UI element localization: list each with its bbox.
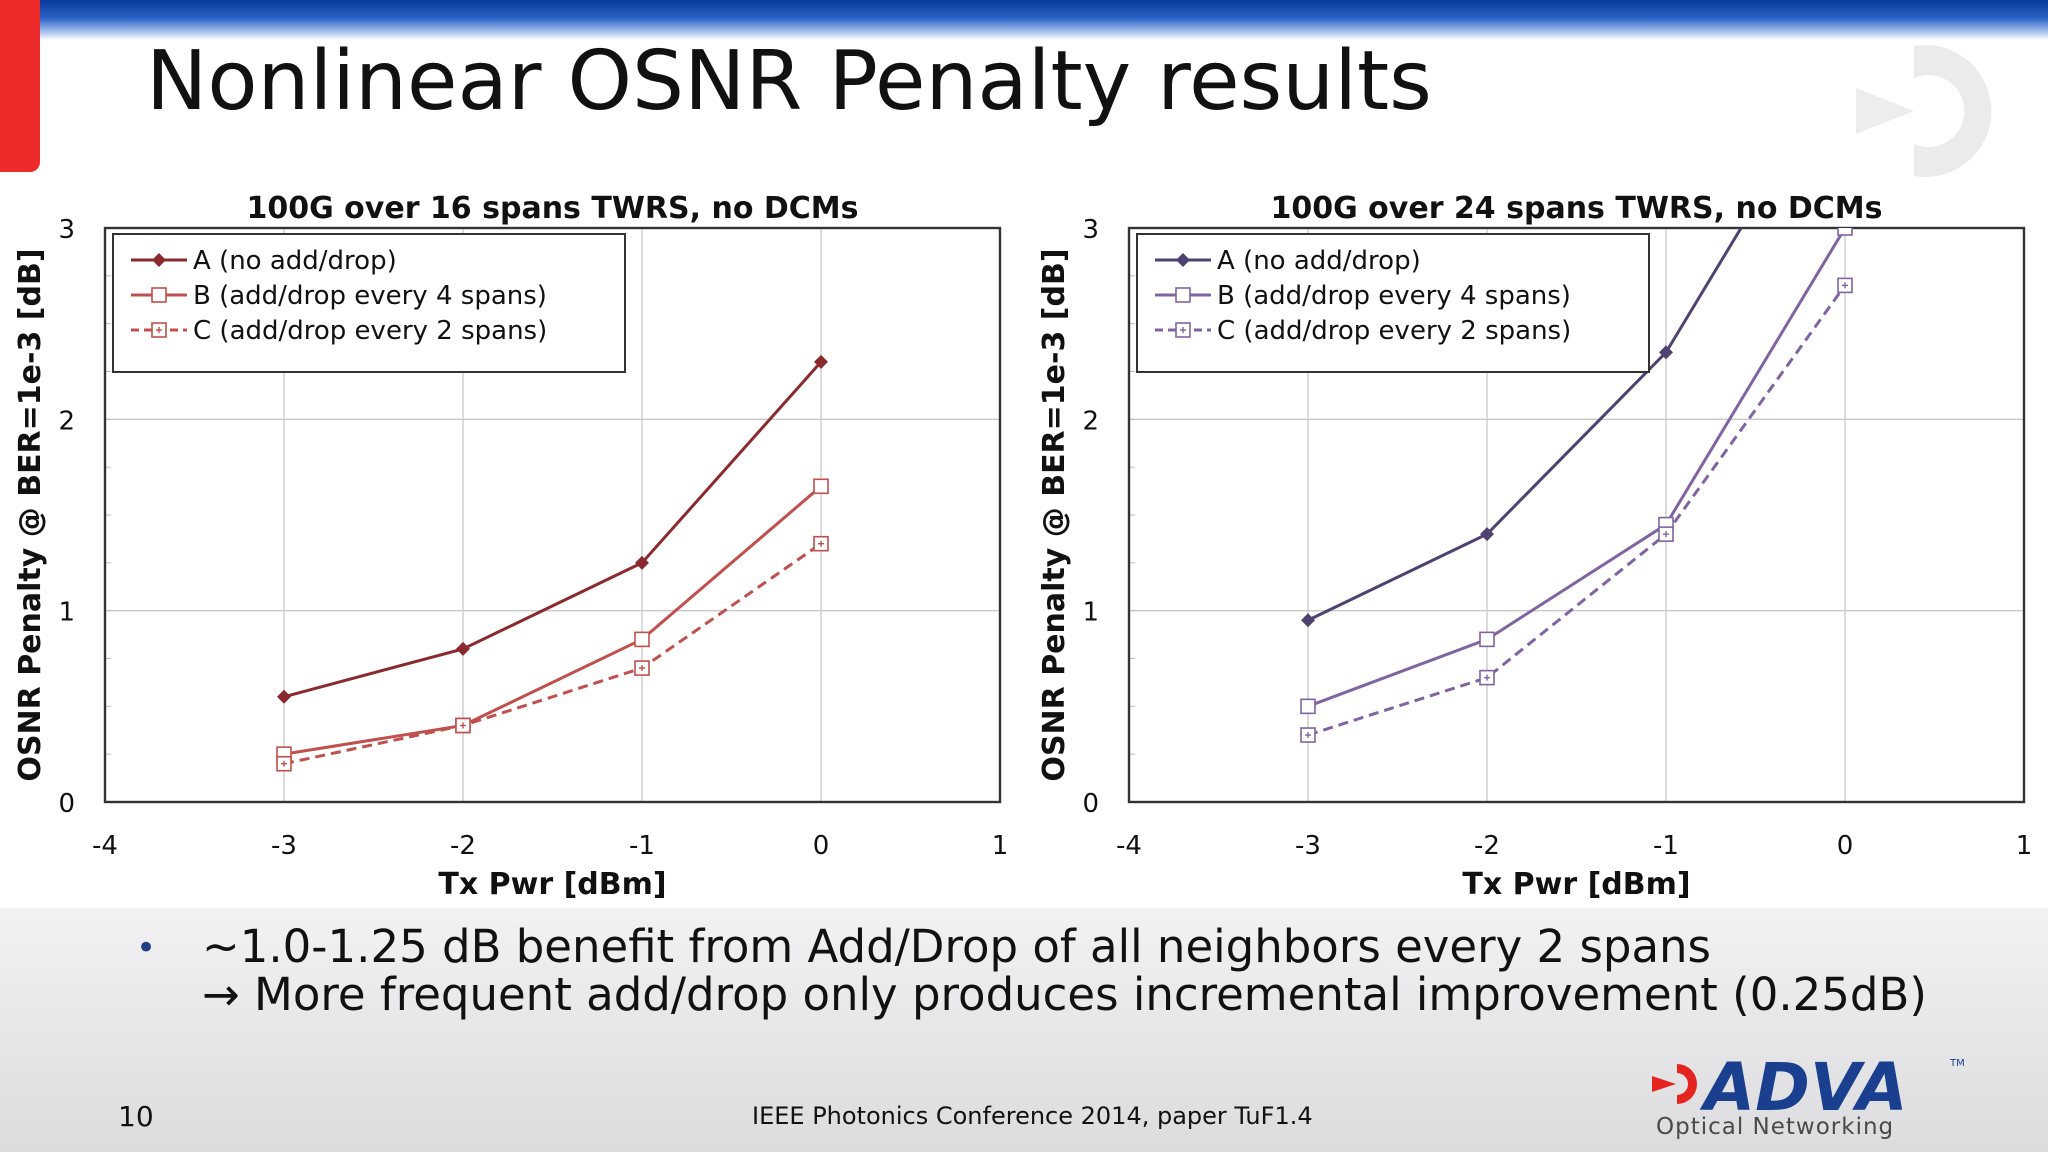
chart0-series-2-point-1	[455, 717, 471, 734]
chart1-series-1-point-3-box	[1837, 228, 1853, 236]
chart1-series-1-point-1	[1479, 631, 1495, 648]
chart1-series-line-1	[1307, 228, 1847, 708]
chart1-series-2-point-2	[1658, 526, 1674, 542]
chart0-legend-marker-2	[151, 322, 167, 338]
chart0-series-0-point-1	[456, 641, 470, 656]
chart0-x-axis-label: Tx Pwr [dBm]	[438, 867, 666, 902]
chart1-x-tick-label: -1	[1653, 831, 1679, 861]
chart0-series-line-2	[283, 542, 822, 766]
chart0-series-line-0	[283, 360, 823, 699]
chart0-series-2-point-0	[276, 755, 292, 772]
chart0-legend-marker-1	[151, 287, 167, 303]
chart0-series-1-point-3	[813, 478, 829, 495]
chart1-x-tick-label: -4	[1116, 831, 1142, 861]
chart1-legend: A (no add/drop) B (add/drop every 4 spans…	[1136, 233, 1650, 373]
bottom-band	[0, 908, 2048, 1152]
chart0-x-tick-label: 0	[813, 831, 830, 861]
chart1-series-1-point-0	[1300, 698, 1316, 715]
chart1-legend-marker-1	[1175, 287, 1191, 303]
top-blue-bar	[0, 0, 2048, 40]
chart0-y-tick-label: 1	[58, 598, 75, 628]
chart-24-spans: 0 1 2 3 -4 -3 -2 -1 0 1 100G over 24 spans TWRS, n…	[1037, 191, 2033, 902]
chart0-legend-label-1: B (add/drop every 4 spans)	[193, 281, 547, 311]
chart0-y-tick-label: 2	[58, 406, 75, 436]
chart0-series-0-point-0	[277, 689, 291, 704]
chart1-series-1-point-0-box	[1300, 698, 1316, 715]
chart1-legend-label-2: C (add/drop every 2 spans)	[1217, 316, 1571, 346]
footer-citation: IEEE Photonics Conference 2014, paper Tu…	[752, 1102, 1313, 1130]
chart0-series-2-point-2	[634, 660, 650, 676]
chart0-y-tick-label: 0	[58, 789, 75, 819]
bullet-marker: •	[136, 928, 157, 968]
chart1-series-2-point-0	[1300, 727, 1316, 743]
slide-title: Nonlinear OSNR Penalty results	[146, 34, 1432, 129]
adva-logo: ADVA TM	[1652, 1052, 1965, 1126]
bullet-text-line1: ~1.0-1.25 dB benefit from Add/Drop of al…	[202, 920, 1711, 973]
chart1-legend-label-1: B (add/drop every 4 spans)	[1217, 281, 1571, 311]
chart1-x-tick-label: -3	[1295, 831, 1321, 861]
chart0-series-1-point-2-box	[634, 631, 650, 648]
page-number: 10	[118, 1100, 154, 1133]
chart0-legend-marker-0	[152, 253, 166, 267]
chart0-x-tick-label: -3	[271, 831, 297, 861]
chart0-legend-label-0: A (no add/drop)	[193, 246, 397, 276]
chart0-x-tick-label: -4	[92, 831, 118, 861]
chart1-x-tick-label: -2	[1474, 831, 1500, 861]
chart1-plot-frame	[1127, 226, 2026, 804]
chart1-y-axis-label: OSNR Penalty @ BER=1e-3 [dB]	[1037, 248, 1072, 781]
chart0-x-tick-label: -1	[629, 831, 655, 861]
chart0-plot-area	[276, 354, 829, 772]
chart1-y-tick-label: 3	[1082, 215, 1099, 245]
chart1-legend-box	[1136, 233, 1650, 373]
bullet-text-line2: → More frequent add/drop only produces i…	[202, 968, 1927, 1021]
chart0-legend-label-2: C (add/drop every 2 spans)	[193, 316, 547, 346]
chart0-series-0-point-2	[635, 555, 649, 570]
chart1-title: 100G over 24 spans TWRS, no DCMs	[1270, 191, 1882, 226]
chart0-y-tick-label: 3	[58, 215, 75, 245]
chart1-legend-marker-0	[1176, 253, 1190, 267]
chart0-series-1-point-2	[634, 631, 650, 648]
adva-logo-icon	[1652, 1064, 1697, 1104]
chart1-x-tick-label: 1	[2016, 831, 2033, 861]
chart1-legend-marker-2	[1175, 322, 1191, 338]
chart0-legend-marker-1-box	[151, 287, 167, 303]
chart0-legend-box	[112, 233, 626, 373]
chart0-series-1-point-3-box	[813, 478, 829, 495]
chart1-series-0-point-2	[1659, 345, 1673, 360]
chart0-x-tick-label: -2	[450, 831, 476, 861]
chart0-plot-frame	[103, 226, 1002, 804]
chart0-y-axis-label: OSNR Penalty @ BER=1e-3 [dB]	[13, 248, 48, 781]
adva-watermark-icon	[1856, 45, 1992, 178]
chart1-plot-area	[1300, 228, 1853, 743]
chart-16-spans: 0 1 2 3 -4 -3 -2 -1 0 1 100G over 16 spans TWRS, n…	[13, 191, 1009, 902]
chart0-series-2-point-3	[813, 535, 829, 552]
chart1-series-2-point-1	[1479, 669, 1495, 686]
chart0-series-line-1	[283, 485, 822, 756]
chart0-title: 100G over 16 spans TWRS, no DCMs	[246, 191, 858, 226]
chart0-legend: A (no add/drop) B (add/drop every 4 spans…	[112, 233, 626, 373]
chart1-series-1-point-1-box	[1479, 631, 1495, 648]
chart1-series-1-point-3	[1837, 228, 1853, 236]
logo-text: ADVA	[1699, 1052, 1908, 1126]
chart0-x-tick-label: 1	[992, 831, 1009, 861]
logo-subtitle: Optical Networking	[1656, 1114, 1895, 1140]
chart1-series-line-0	[1307, 228, 1743, 622]
red-accent-tab	[0, 0, 40, 172]
chart1-legend-marker-1-box	[1175, 287, 1191, 303]
chart1-x-axis-label: Tx Pwr [dBm]	[1462, 867, 1690, 902]
chart1-series-2-point-3	[1837, 277, 1853, 294]
chart1-y-tick-label: 1	[1082, 598, 1099, 628]
chart0-series-0-point-3	[814, 354, 828, 369]
chart1-legend-label-0: A (no add/drop)	[1217, 246, 1421, 276]
logo-trademark: TM	[1949, 1058, 1965, 1069]
chart1-y-tick-label: 0	[1082, 789, 1099, 819]
chart1-y-tick-label: 2	[1082, 406, 1099, 436]
chart1-series-0-point-0	[1301, 613, 1315, 628]
chart1-series-0-point-1	[1480, 527, 1494, 542]
chart1-x-tick-label: 0	[1837, 831, 1854, 861]
